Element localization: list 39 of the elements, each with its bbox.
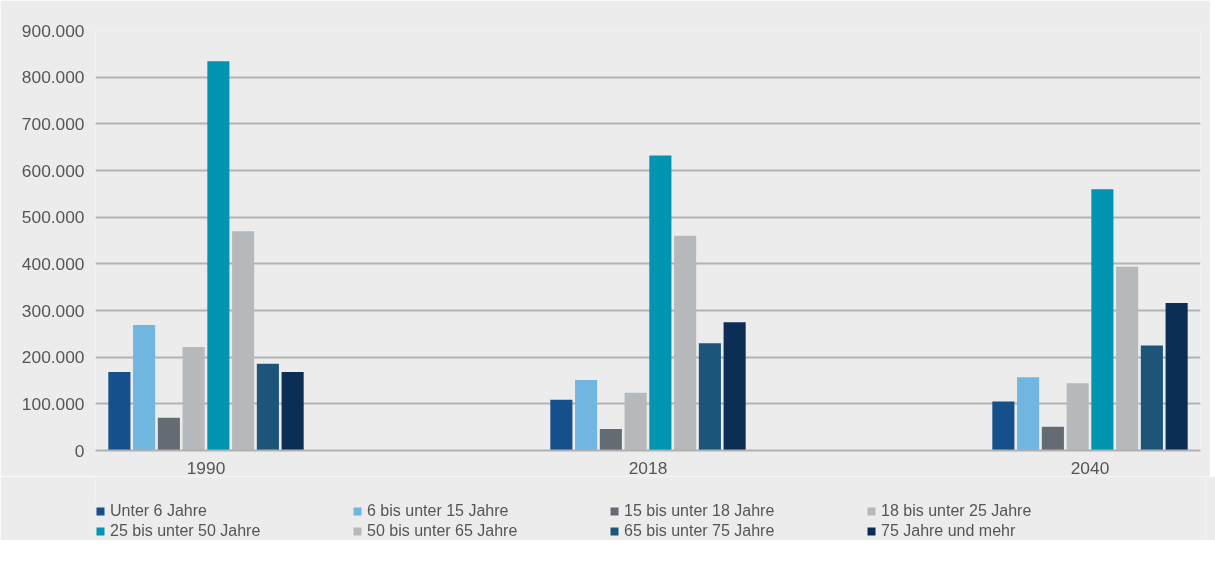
y-tick-label: 600.000 (21, 160, 85, 181)
bar (157, 417, 180, 451)
bar (1140, 345, 1163, 451)
legend-label: 6 bis unter 15 Jahre (367, 502, 510, 520)
x-tick-label: 1990 (186, 457, 226, 478)
y-tick-label: 900.000 (21, 20, 85, 41)
y-tick-label: 400.000 (21, 253, 85, 274)
legend-label: 65 bis unter 75 Jahre (624, 522, 776, 540)
bar (108, 372, 131, 451)
y-tick-label: 0 (74, 440, 85, 461)
legend-label: Unter 6 Jahre (110, 502, 208, 520)
legend-label: 75 Jahre und mehr (881, 522, 1017, 540)
bar (1017, 377, 1040, 451)
bar (599, 429, 622, 451)
bar (1041, 426, 1064, 451)
x-tick-label: 2018 (628, 457, 668, 478)
bar (207, 61, 230, 451)
y-tick-label: 500.000 (21, 207, 85, 228)
y-tick-label: 300.000 (21, 300, 85, 321)
bar (133, 324, 156, 451)
bar (723, 322, 746, 451)
y-tick-label: 700.000 (21, 113, 85, 134)
bar (1165, 303, 1188, 451)
y-tick-label: 100.000 (21, 393, 85, 414)
bar (550, 399, 573, 451)
bar (698, 343, 721, 451)
y-tick-label: 800.000 (21, 67, 85, 88)
bar (1091, 189, 1114, 451)
bar (281, 372, 304, 451)
x-tick-label: 2040 (1070, 457, 1110, 478)
legend-label: 15 bis unter 18 Jahre (624, 502, 776, 520)
bar (992, 401, 1015, 451)
bar (575, 380, 598, 451)
bar (256, 363, 279, 451)
legend-label: 25 bis unter 50 Jahre (110, 522, 262, 540)
legend-label: 18 bis unter 25 Jahre (881, 502, 1033, 520)
legend-label: 50 bis unter 65 Jahre (367, 522, 519, 540)
y-tick-label: 200.000 (21, 347, 85, 368)
bar (649, 155, 672, 451)
